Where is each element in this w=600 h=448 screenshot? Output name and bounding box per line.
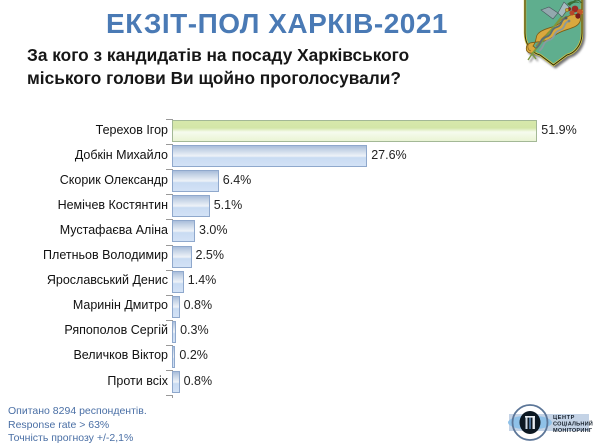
- svg-text:ЦЕНТР: ЦЕНТР: [553, 415, 575, 421]
- svg-text:МОНІТОРИНГ: МОНІТОРИНГ: [553, 428, 593, 434]
- svg-text:СОЦІАЛЬНИЙ: СОЦІАЛЬНИЙ: [553, 420, 593, 428]
